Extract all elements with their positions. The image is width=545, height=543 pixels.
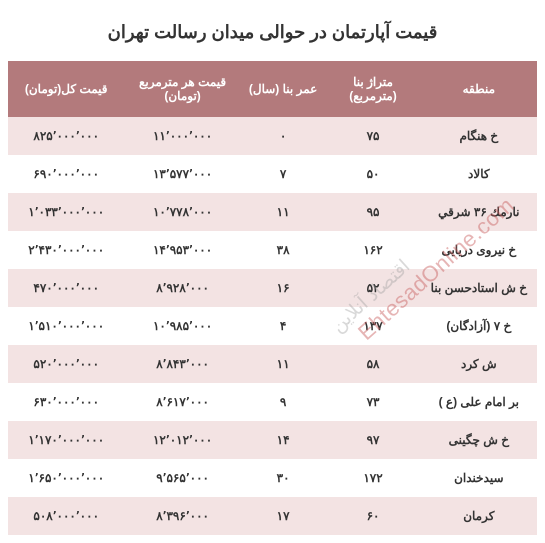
cell-region: بر امام علی (ع ) [421, 383, 537, 421]
table-row: ش کرد۵۸۱۱۸٬۸۴۳٬۰۰۰۵۲۰٬۰۰۰٬۰۰۰ [8, 345, 537, 383]
cell-area: ۹۵ [325, 193, 420, 231]
price-table: منطقه متراژ بنا (مترمربع) عمر بنا (سال) … [8, 61, 537, 535]
col-header-age: عمر بنا (سال) [241, 61, 326, 117]
cell-age: ۴ [241, 307, 326, 345]
cell-age: ۷ [241, 155, 326, 193]
table-row: کرمان۶۰۱۷۸٬۳۹۶٬۰۰۰۵۰۸٬۰۰۰٬۰۰۰ [8, 497, 537, 535]
cell-price_sqm: ۹٬۵۶۵٬۰۰۰ [124, 459, 240, 497]
cell-area: ۷۳ [325, 383, 420, 421]
col-header-region: منطقه [421, 61, 537, 117]
table-row: بر امام علی (ع )۷۳۹۸٬۶۱۷٬۰۰۰۶۳۰٬۰۰۰٬۰۰۰ [8, 383, 537, 421]
cell-area: ۹۷ [325, 421, 420, 459]
cell-area: ۱۶۲ [325, 231, 420, 269]
col-header-area: متراژ بنا (مترمربع) [325, 61, 420, 117]
cell-age: ۳۸ [241, 231, 326, 269]
cell-price_sqm: ۸٬۳۹۶٬۰۰۰ [124, 497, 240, 535]
cell-region: سیدخندان [421, 459, 537, 497]
cell-area: ۱۳۷ [325, 307, 420, 345]
cell-region: نارمك ۳۶ شرقي [421, 193, 537, 231]
cell-area: ۱۷۲ [325, 459, 420, 497]
cell-price_total: ۱٬۵۱۰٬۰۰۰٬۰۰۰ [8, 307, 124, 345]
cell-region: خ ش چگینی [421, 421, 537, 459]
cell-area: ۷۵ [325, 117, 420, 155]
cell-price_total: ۸۲۵٬۰۰۰٬۰۰۰ [8, 117, 124, 155]
col-header-price-sqm: قیمت هر مترمربع (تومان) [124, 61, 240, 117]
cell-age: ۱۶ [241, 269, 326, 307]
table-row: سیدخندان۱۷۲۳۰۹٬۵۶۵٬۰۰۰۱٬۶۵۰٬۰۰۰٬۰۰۰ [8, 459, 537, 497]
cell-age: ۱۱ [241, 345, 326, 383]
table-title: قیمت آپارتمان در حوالی میدان رسالت تهران [8, 8, 537, 61]
cell-price_sqm: ۱۳٬۵۷۷٬۰۰۰ [124, 155, 240, 193]
table-row: کالاد۵۰۷۱۳٬۵۷۷٬۰۰۰۶۹۰٬۰۰۰٬۰۰۰ [8, 155, 537, 193]
cell-age: ۱۱ [241, 193, 326, 231]
cell-region: کالاد [421, 155, 537, 193]
cell-age: ۳۰ [241, 459, 326, 497]
table-row: نارمك ۳۶ شرقي۹۵۱۱۱۰٬۷۷۸٬۰۰۰۱٬۰۳۳٬۰۰۰٬۰۰۰ [8, 193, 537, 231]
cell-price_total: ۵۲۰٬۰۰۰٬۰۰۰ [8, 345, 124, 383]
cell-price_sqm: ۱۴٬۹۵۳٬۰۰۰ [124, 231, 240, 269]
cell-price_total: ۱٬۱۷۰٬۰۰۰٬۰۰۰ [8, 421, 124, 459]
cell-region: خ ۷ (آزادگان) [421, 307, 537, 345]
cell-region: خ نیروی دریایی [421, 231, 537, 269]
cell-region: ش کرد [421, 345, 537, 383]
cell-price_total: ۴۷۰٬۰۰۰٬۰۰۰ [8, 269, 124, 307]
cell-price_total: ۱٬۶۵۰٬۰۰۰٬۰۰۰ [8, 459, 124, 497]
table-row: خ ش استادحسن بنا۵۲۱۶۸٬۹۲۸٬۰۰۰۴۷۰٬۰۰۰٬۰۰۰ [8, 269, 537, 307]
cell-price_total: ۱٬۰۳۳٬۰۰۰٬۰۰۰ [8, 193, 124, 231]
cell-price_sqm: ۱۱٬۰۰۰٬۰۰۰ [124, 117, 240, 155]
cell-age: ۰ [241, 117, 326, 155]
price-table-container: قیمت آپارتمان در حوالی میدان رسالت تهران… [0, 0, 545, 543]
table-body: خ هنگام۷۵۰۱۱٬۰۰۰٬۰۰۰۸۲۵٬۰۰۰٬۰۰۰کالاد۵۰۷۱… [8, 117, 537, 535]
table-row: خ نیروی دریایی۱۶۲۳۸۱۴٬۹۵۳٬۰۰۰۲٬۴۳۰٬۰۰۰٬۰… [8, 231, 537, 269]
table-row: خ ش چگینی۹۷۱۴۱۲٬۰۱۲٬۰۰۰۱٬۱۷۰٬۰۰۰٬۰۰۰ [8, 421, 537, 459]
cell-price_sqm: ۸٬۹۲۸٬۰۰۰ [124, 269, 240, 307]
cell-region: خ هنگام [421, 117, 537, 155]
cell-price_total: ۶۳۰٬۰۰۰٬۰۰۰ [8, 383, 124, 421]
cell-area: ۶۰ [325, 497, 420, 535]
cell-price_sqm: ۱۰٬۷۷۸٬۰۰۰ [124, 193, 240, 231]
table-row: خ هنگام۷۵۰۱۱٬۰۰۰٬۰۰۰۸۲۵٬۰۰۰٬۰۰۰ [8, 117, 537, 155]
cell-price_sqm: ۱۲٬۰۱۲٬۰۰۰ [124, 421, 240, 459]
cell-area: ۵۲ [325, 269, 420, 307]
cell-price_total: ۲٬۴۳۰٬۰۰۰٬۰۰۰ [8, 231, 124, 269]
cell-price_total: ۵۰۸٬۰۰۰٬۰۰۰ [8, 497, 124, 535]
cell-age: ۱۴ [241, 421, 326, 459]
cell-price_sqm: ۸٬۶۱۷٬۰۰۰ [124, 383, 240, 421]
cell-area: ۵۸ [325, 345, 420, 383]
table-row: خ ۷ (آزادگان)۱۳۷۴۱۰٬۹۸۵٬۰۰۰۱٬۵۱۰٬۰۰۰٬۰۰۰ [8, 307, 537, 345]
cell-price_sqm: ۸٬۸۴۳٬۰۰۰ [124, 345, 240, 383]
cell-price_sqm: ۱۰٬۹۸۵٬۰۰۰ [124, 307, 240, 345]
cell-area: ۵۰ [325, 155, 420, 193]
header-row: منطقه متراژ بنا (مترمربع) عمر بنا (سال) … [8, 61, 537, 117]
cell-age: ۱۷ [241, 497, 326, 535]
cell-price_total: ۶۹۰٬۰۰۰٬۰۰۰ [8, 155, 124, 193]
cell-age: ۹ [241, 383, 326, 421]
col-header-price-total: قیمت کل(تومان) [8, 61, 124, 117]
cell-region: خ ش استادحسن بنا [421, 269, 537, 307]
cell-region: کرمان [421, 497, 537, 535]
